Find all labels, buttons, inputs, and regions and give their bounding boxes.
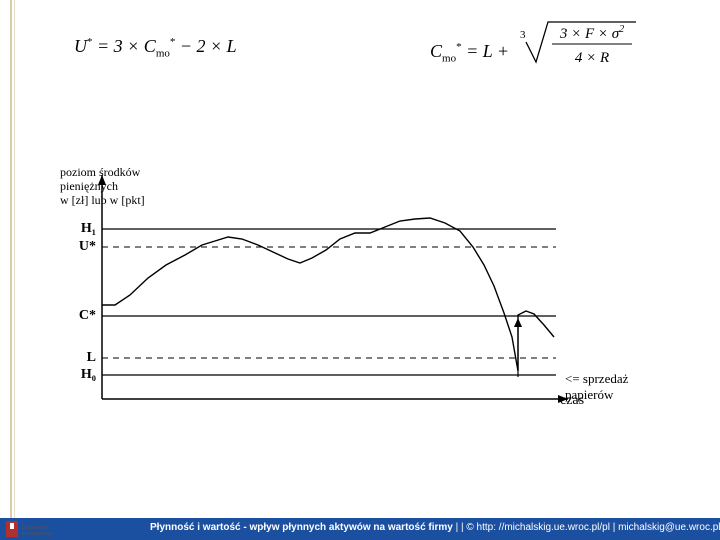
- chart-svg: [60, 165, 620, 425]
- formula-2-radical: 3 3 × F × σ2 4 × R: [518, 18, 638, 75]
- x-axis-title: czas: [560, 393, 584, 409]
- svg-text:Ekonomiczny: Ekonomiczny: [22, 531, 52, 537]
- footer-text: Płynność i wartość - wpływ płynnych akty…: [150, 522, 720, 533]
- footer-bar: Uniwersytet Ekonomiczny Płynność i warto…: [0, 518, 720, 540]
- footer-meta: | | © http: //michalskig.ue.wroc.pl/pl |…: [453, 522, 720, 533]
- formula-c-mo-star: Cmo* = L + 3 3 × F × σ2 4 × R: [430, 18, 638, 75]
- y-label-u-star: U*: [66, 239, 96, 255]
- y-label-h1: H₁: [66, 221, 96, 237]
- left-margin-rule-2: [14, 0, 15, 540]
- university-logo: Uniwersytet Ekonomiczny: [6, 521, 96, 537]
- slide-page: U* = 3 × Cmo* − 2 × L Cmo* = L + 3 3 × F…: [0, 0, 720, 540]
- footer-title: Płynność i wartość - wpływ płynnych akty…: [150, 522, 453, 533]
- cash-series-line: [102, 218, 554, 371]
- left-margin-rule: [10, 0, 12, 540]
- y-label-h0: H₀: [66, 367, 96, 383]
- cube-root-index: 3: [520, 29, 526, 41]
- cash-level-chart: poziom środkówpieniężnychw [zł] lub w [p…: [60, 165, 660, 475]
- formula-u-star: U* = 3 × Cmo* − 2 × L: [74, 36, 237, 60]
- formula-1-text: U* = 3 × Cmo* − 2 × L: [74, 36, 237, 56]
- radical-denominator: 4 × R: [574, 50, 608, 66]
- y-label-l: L: [66, 350, 96, 366]
- radical-svg: 3 3 × F × σ2 4 × R: [518, 18, 638, 70]
- formula-2-lhs: Cmo* = L +: [430, 41, 509, 61]
- y-axis-arrow: [98, 175, 106, 185]
- y-label-c-star: C*: [66, 308, 96, 324]
- sell-arrow-head: [514, 318, 522, 327]
- radical-numerator: 3 × F × σ2: [558, 24, 623, 42]
